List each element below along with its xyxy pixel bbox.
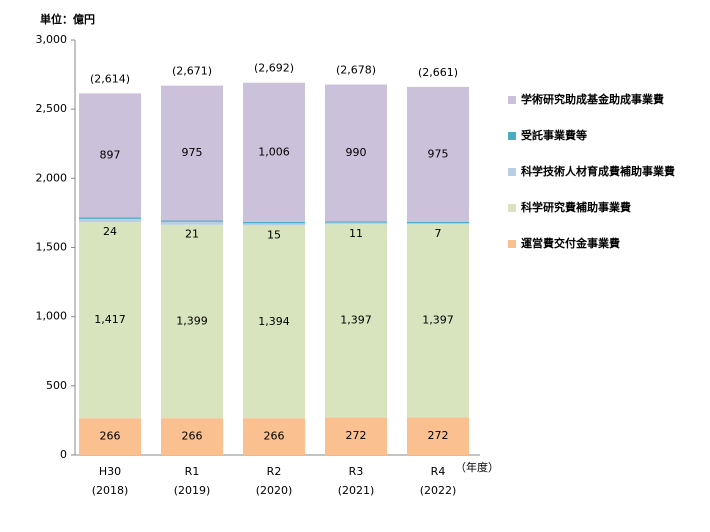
x-unit-label: （年度） bbox=[455, 460, 499, 474]
data-label: 272 bbox=[428, 429, 449, 442]
x-tick-sublabel: (2021) bbox=[338, 484, 375, 497]
y-tick-label: 1,500 bbox=[36, 241, 68, 254]
bar-segment bbox=[243, 225, 305, 419]
bar-segment bbox=[161, 224, 223, 419]
x-tick-sublabel: (2018) bbox=[92, 484, 129, 497]
bar-segment bbox=[161, 418, 223, 455]
bar-segment bbox=[79, 418, 141, 455]
data-label: 266 bbox=[182, 430, 203, 443]
x-tick-label: R2 bbox=[267, 465, 282, 478]
total-label: (2,692) bbox=[254, 62, 294, 75]
bar-segment bbox=[407, 224, 469, 418]
y-tick-label: 0 bbox=[60, 448, 67, 461]
legend-swatch bbox=[508, 96, 516, 104]
data-label: 7 bbox=[435, 227, 442, 240]
y-tick-label: 2,000 bbox=[36, 171, 68, 184]
total-label: (2,614) bbox=[90, 72, 130, 85]
total-label: (2,671) bbox=[172, 65, 212, 78]
legend-swatch bbox=[508, 168, 516, 176]
x-tick-label: H30 bbox=[99, 465, 121, 478]
x-tick-label: R3 bbox=[349, 465, 364, 478]
bar-segment bbox=[325, 84, 387, 222]
legend-swatch bbox=[508, 240, 516, 248]
y-tick-label: 2,500 bbox=[36, 102, 68, 115]
bar-segment bbox=[161, 220, 223, 222]
bar-segment bbox=[325, 224, 387, 418]
data-label: 1,397 bbox=[340, 314, 372, 327]
data-label: 11 bbox=[349, 227, 363, 240]
data-label: 897 bbox=[100, 148, 121, 161]
data-label: 15 bbox=[267, 228, 281, 241]
data-label: 266 bbox=[264, 430, 285, 443]
legend-label: 運営費交付金事業費 bbox=[521, 236, 620, 250]
bar-segment bbox=[325, 417, 387, 455]
bar-segment bbox=[325, 222, 387, 225]
unit-label: 単位：億円 bbox=[40, 12, 95, 26]
total-label: (2,661) bbox=[418, 66, 458, 79]
y-tick-label: 1,000 bbox=[36, 310, 68, 323]
bar-segment bbox=[407, 417, 469, 455]
x-tick-label: R1 bbox=[185, 465, 200, 478]
data-label: 1,006 bbox=[258, 145, 290, 158]
bar-segment bbox=[407, 221, 469, 224]
bar-segment bbox=[79, 217, 141, 219]
data-label: 975 bbox=[182, 146, 203, 159]
bar-segment bbox=[79, 222, 141, 419]
y-tick-label: 500 bbox=[46, 379, 67, 392]
data-label: 266 bbox=[100, 430, 121, 443]
bar-segment bbox=[161, 221, 223, 225]
x-tick-sublabel: (2020) bbox=[256, 484, 293, 497]
bar-segment bbox=[407, 223, 469, 225]
x-tick-sublabel: (2022) bbox=[420, 484, 457, 497]
total-label: (2,678) bbox=[336, 64, 376, 77]
bar-segment bbox=[79, 93, 141, 218]
y-tick-label: 3,000 bbox=[36, 33, 68, 46]
legend-swatch bbox=[508, 204, 516, 212]
bar-segment bbox=[243, 221, 305, 224]
data-label: 1,397 bbox=[422, 314, 454, 327]
bar-segment bbox=[407, 86, 469, 222]
legend-label: 科学研究費補助事業費 bbox=[521, 200, 631, 214]
data-label: 1,399 bbox=[176, 314, 208, 327]
bar-segment bbox=[243, 82, 305, 222]
bar-segment bbox=[79, 218, 141, 223]
legend-label: 科学技術人材育成費補助事業費 bbox=[521, 164, 675, 178]
legend-label: 学術研究助成基金助成事業費 bbox=[521, 92, 664, 106]
data-label: 1,394 bbox=[258, 315, 290, 328]
x-tick-label: R4 bbox=[431, 465, 446, 478]
data-label: 24 bbox=[103, 225, 117, 238]
x-tick-sublabel: (2019) bbox=[174, 484, 211, 497]
bar-segment bbox=[161, 85, 223, 221]
bar-segment bbox=[243, 418, 305, 455]
data-label: 975 bbox=[428, 147, 449, 160]
legend-label: 受託事業費等 bbox=[521, 128, 587, 142]
legend-swatch bbox=[508, 132, 516, 140]
bar-segment bbox=[325, 221, 387, 223]
data-label: 990 bbox=[346, 146, 367, 159]
bar-segment bbox=[243, 223, 305, 226]
data-label: 272 bbox=[346, 429, 367, 442]
data-label: 21 bbox=[185, 228, 199, 241]
data-label: 1,417 bbox=[94, 313, 126, 326]
